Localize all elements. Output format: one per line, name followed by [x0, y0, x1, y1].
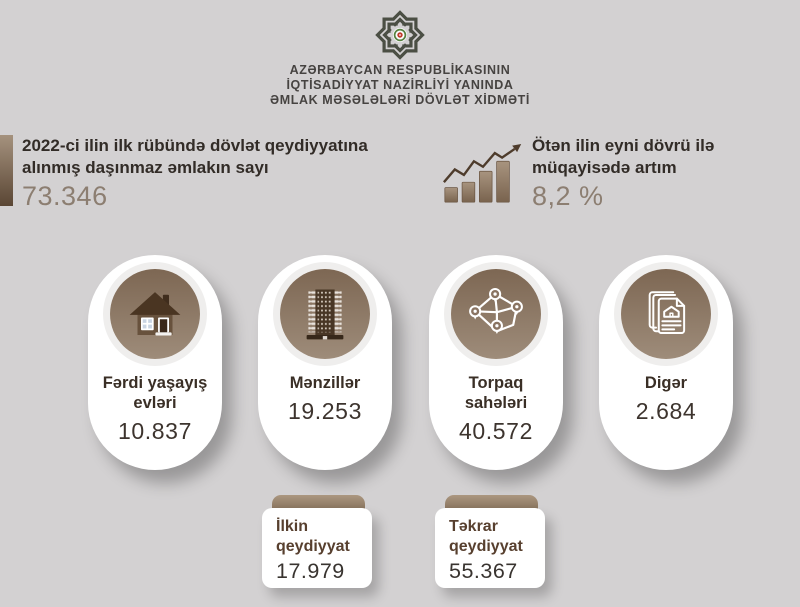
total-stat-title: 2022-ci ilin ilk rübündə dövlət qeydiyya…	[22, 136, 368, 177]
property-documents-icon	[621, 269, 711, 359]
total-stat-text: 2022-ci ilin ilk rübündə dövlət qeydiyya…	[22, 135, 368, 210]
brand-header: AZƏRBAYCAN RESPUBLİKASININ İQTİSADİYYAT …	[0, 9, 800, 108]
card-label: Mənzillər	[289, 374, 361, 392]
registration-value: 17.979	[276, 559, 345, 583]
registration-label: Təkrar qeydiyyat	[449, 518, 523, 555]
category-card-apartments: Mənzillər 19.253	[258, 255, 392, 470]
map-pin	[469, 305, 482, 320]
card-body: İlkin qeydiyyat 17.979	[262, 508, 372, 588]
growth-bar-chart-icon	[443, 144, 522, 203]
card-label: Torpaq sahələri	[464, 374, 528, 412]
org-name-line: İQTİSADİYYAT NAZİRLİYİ YANINDA	[286, 78, 514, 92]
category-card-individual-houses: Fərdi yaşayış evləri 10.837	[88, 255, 222, 470]
growth-stat-value: 8,2 %	[532, 181, 604, 211]
org-name-line: AZƏRBAYCAN RESPUBLİKASININ	[289, 63, 511, 77]
house-icon	[110, 269, 200, 359]
org-name: AZƏRBAYCAN RESPUBLİKASININ İQTİSADİYYAT …	[270, 63, 530, 108]
growth-stat: Ötən ilin eyni dövrü ilə müqayisədə artı…	[443, 135, 714, 210]
registration-card-initial: İlkin qeydiyyat 17.979	[262, 495, 372, 588]
registration-value: 55.367	[449, 559, 518, 583]
apartment-building-icon	[280, 269, 370, 359]
card-body: Təkrar qeydiyyat 55.367	[435, 508, 545, 588]
card-label: Fərdi yaşayış evləri	[102, 374, 208, 412]
map-pin	[510, 300, 523, 315]
land-map-pins-icon	[451, 269, 541, 359]
org-name-line: ƏMLAK MƏSƏLƏLƏRİ DÖVLƏT XİDMƏTİ	[270, 93, 530, 107]
registration-label: İlkin qeydiyyat	[276, 518, 350, 555]
category-card-land-parcels: Torpaq sahələri 40.572	[429, 255, 563, 470]
card-label: Digər	[644, 374, 688, 392]
growth-stat-title: Ötən ilin eyni dövrü ilə müqayisədə artı…	[532, 136, 715, 177]
card-value: 2.684	[635, 398, 697, 424]
total-stat-value: 73.346	[22, 181, 108, 211]
map-pin	[489, 287, 502, 303]
card-value: 40.572	[459, 418, 533, 444]
ministry-emblem-icon	[375, 10, 425, 60]
registration-card-repeat: Təkrar qeydiyyat 55.367	[435, 495, 545, 588]
category-card-other: Digər 2.684	[599, 255, 733, 470]
card-value: 10.837	[118, 418, 192, 444]
card-value: 19.253	[288, 398, 362, 424]
growth-stat-text: Ötən ilin eyni dövrü ilə müqayisədə artı…	[532, 135, 714, 210]
accent-bar	[0, 135, 13, 206]
map-pin	[490, 319, 503, 334]
total-registrations-stat: 2022-ci ilin ilk rübündə dövlət qeydiyya…	[0, 135, 368, 210]
